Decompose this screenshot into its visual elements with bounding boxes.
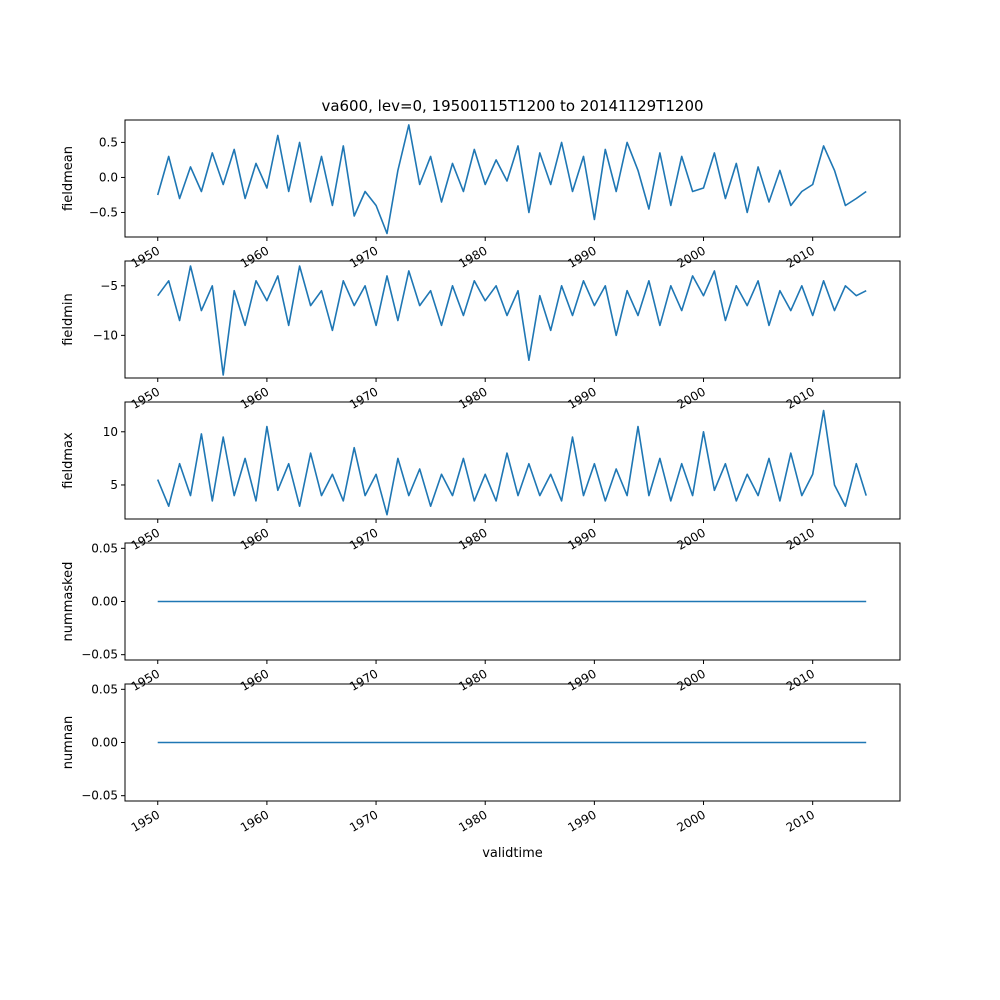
axes-frame bbox=[124, 401, 901, 520]
axes-frame bbox=[124, 260, 901, 379]
axes-frame bbox=[124, 119, 901, 238]
y-tick-label: 0.00 bbox=[91, 736, 118, 750]
y-axis-label: numnan bbox=[61, 716, 76, 770]
series-line-fieldmean bbox=[156, 124, 867, 235]
y-tick-label: 0.05 bbox=[91, 541, 118, 555]
y-tick-label: 10 bbox=[103, 425, 118, 439]
y-tick-label: −0.5 bbox=[89, 205, 118, 219]
y-tick-label: −0.05 bbox=[81, 789, 118, 803]
y-tick-label: 0.5 bbox=[99, 135, 118, 149]
y-axis-label: fieldmin bbox=[61, 293, 76, 346]
series-line-fieldmax bbox=[156, 409, 867, 516]
y-tick-label: 0.05 bbox=[91, 682, 118, 696]
y-tick-label: 0.00 bbox=[91, 595, 118, 609]
y-axis-label: nummasked bbox=[61, 562, 76, 642]
y-axis-label: fieldmax bbox=[61, 432, 76, 489]
x-axis-label: validtime bbox=[482, 846, 543, 861]
y-tick-label: −5 bbox=[100, 279, 118, 293]
y-tick-label: −10 bbox=[93, 328, 118, 342]
y-tick-label: 5 bbox=[110, 478, 118, 492]
series-line-fieldmin bbox=[157, 265, 867, 376]
y-axis-label: fieldmean bbox=[61, 146, 76, 211]
y-tick-label: −0.05 bbox=[81, 648, 118, 662]
figure-title: va600, lev=0, 19500115T1200 to 20141129T… bbox=[321, 97, 703, 115]
y-tick-label: 0.0 bbox=[99, 170, 118, 184]
